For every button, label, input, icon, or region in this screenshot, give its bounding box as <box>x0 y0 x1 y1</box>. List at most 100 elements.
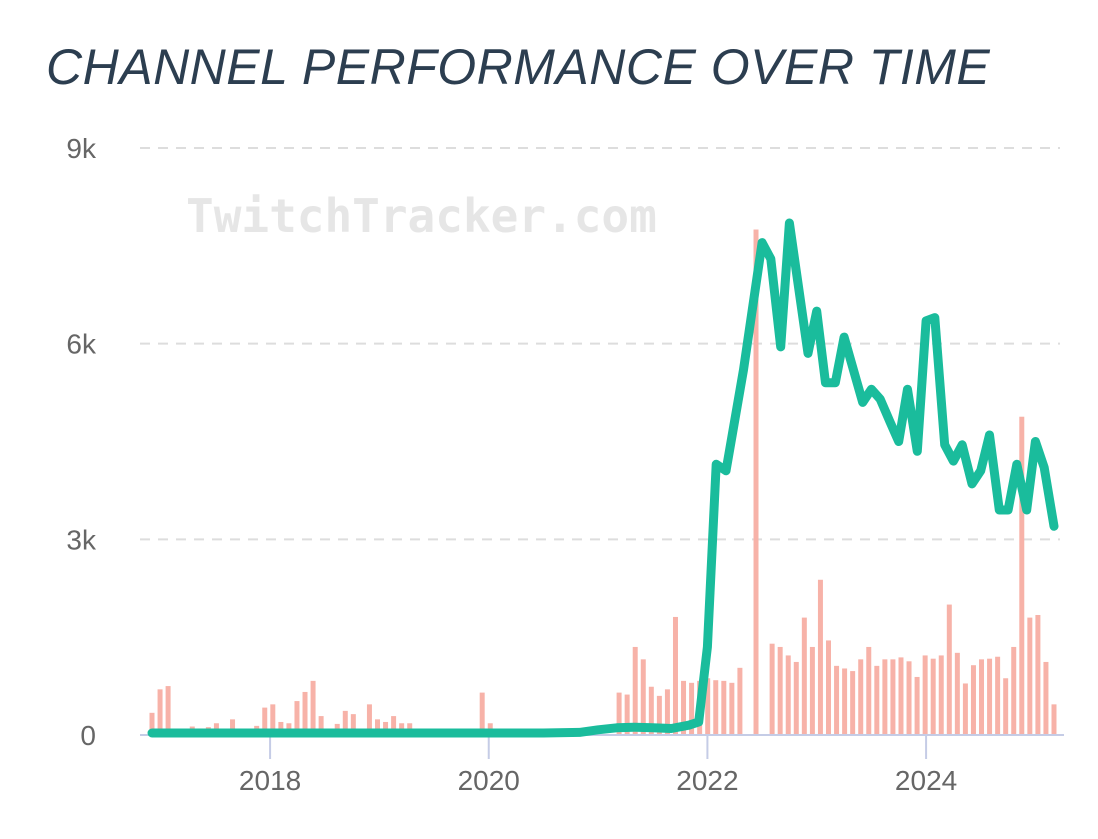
line-point <box>934 317 936 319</box>
line-point <box>715 463 717 465</box>
line-point <box>770 258 772 260</box>
bar <box>383 721 389 735</box>
bar <box>817 579 823 735</box>
y-tick-label: 0 <box>80 720 96 751</box>
bar <box>262 707 268 735</box>
bar <box>809 646 815 735</box>
bar <box>882 659 888 735</box>
line-layer <box>147 218 1059 738</box>
line-point <box>706 646 708 648</box>
line-point <box>961 444 963 446</box>
bar <box>1011 646 1017 735</box>
bar <box>721 680 727 735</box>
x-tick-label: 2020 <box>458 765 520 796</box>
bar <box>866 646 872 735</box>
line-point <box>916 450 918 452</box>
bar <box>793 661 799 735</box>
x-tick-label: 2018 <box>239 765 301 796</box>
line-point <box>843 336 845 338</box>
axis-layer: 0 3k 6k 9k 2018 2020 2022 2024 <box>66 133 1064 796</box>
bar <box>753 229 759 735</box>
bar <box>294 701 300 735</box>
bar <box>785 655 791 735</box>
line-point <box>743 369 744 371</box>
bar <box>705 678 711 735</box>
bar <box>874 665 880 735</box>
bar <box>713 680 719 735</box>
bar <box>979 659 985 735</box>
bar <box>946 604 952 735</box>
bar <box>672 616 678 735</box>
bar <box>858 659 864 735</box>
y-tick-label: 3k <box>66 524 97 555</box>
bar <box>1003 678 1009 735</box>
bar <box>987 658 993 735</box>
line-point <box>324 732 326 734</box>
y-tick-label: 9k <box>66 133 97 164</box>
bar <box>318 716 324 735</box>
bar <box>681 680 687 735</box>
bar <box>737 667 743 735</box>
line-point <box>1007 509 1009 511</box>
bar <box>230 719 236 735</box>
line-point <box>725 470 727 472</box>
line-point <box>761 242 763 244</box>
series-line-avg-viewers <box>147 218 1059 738</box>
grid-layer <box>140 147 1060 541</box>
line-point <box>834 382 836 384</box>
line-point <box>889 421 891 423</box>
bar <box>1043 661 1049 735</box>
line-point <box>944 444 946 446</box>
line-point <box>597 729 599 731</box>
line-point <box>925 320 927 322</box>
bar <box>769 643 775 735</box>
line-point <box>980 470 982 472</box>
bar <box>1035 614 1041 735</box>
line-point <box>1053 525 1055 527</box>
line-point <box>433 732 435 734</box>
line-point <box>788 222 790 224</box>
bar <box>310 680 316 735</box>
line-point <box>542 732 544 734</box>
bars-layer <box>149 229 1057 735</box>
line-point <box>989 434 990 436</box>
y-tick-label: 6k <box>66 329 97 360</box>
bar <box>970 665 976 735</box>
line-point <box>698 721 700 723</box>
bar <box>640 659 646 735</box>
bar <box>656 695 662 735</box>
bar <box>729 682 735 735</box>
line-point <box>879 398 881 400</box>
bar <box>157 689 163 735</box>
bar <box>890 659 896 735</box>
line-point <box>579 731 580 733</box>
bar <box>1027 617 1033 735</box>
line-point <box>870 388 872 390</box>
x-tick-label: 2024 <box>895 765 957 796</box>
line-point <box>971 483 973 485</box>
watermark: TwitchTracker.com <box>186 189 657 243</box>
bar <box>930 658 936 735</box>
line-point <box>816 310 818 312</box>
chart-title: CHANNEL PERFORMANCE OVER TIME <box>46 39 991 95</box>
bar <box>648 686 654 735</box>
bar <box>834 665 840 735</box>
bar <box>850 671 856 735</box>
bar <box>149 712 155 735</box>
bar <box>801 617 807 735</box>
line-point <box>825 382 826 384</box>
line-point <box>652 727 654 729</box>
bar <box>914 676 920 735</box>
bar <box>898 657 904 735</box>
bar <box>1051 704 1057 735</box>
line-point <box>898 441 900 442</box>
bar <box>342 710 348 735</box>
line-point <box>780 346 782 348</box>
line-point <box>1026 509 1028 511</box>
line-point <box>1016 463 1018 465</box>
bar <box>938 655 944 735</box>
line-point <box>807 352 809 354</box>
bar <box>624 694 630 735</box>
line-point <box>1043 467 1045 469</box>
